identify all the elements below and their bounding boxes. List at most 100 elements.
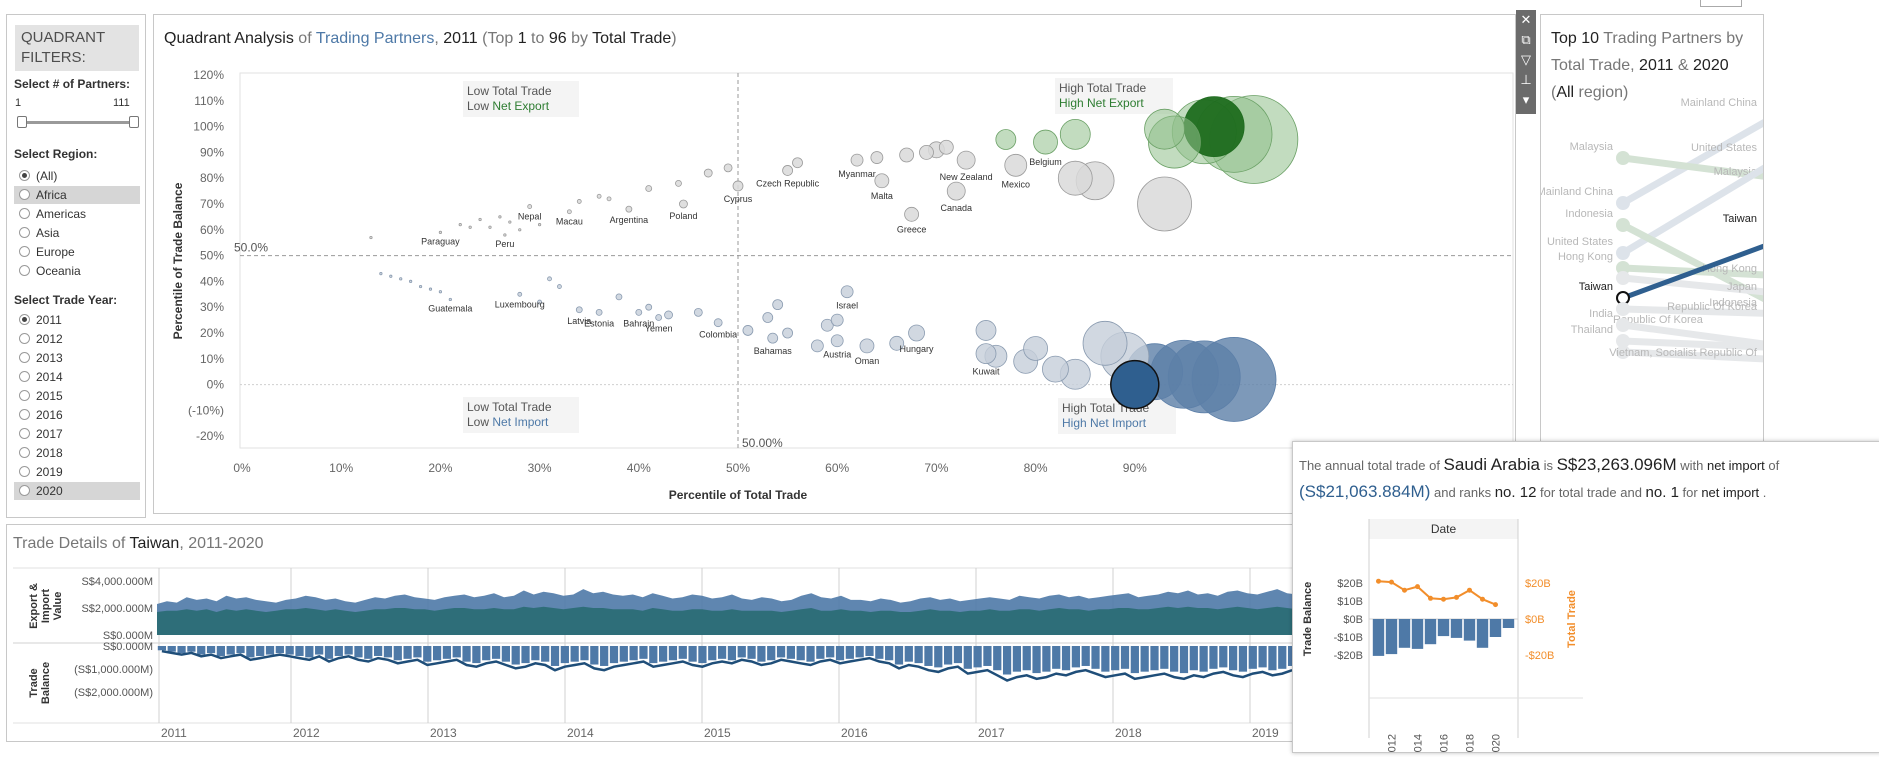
region-option[interactable]: (All) [14, 167, 140, 185]
scatter-point[interactable] [675, 179, 682, 187]
radio-button-icon[interactable] [19, 409, 30, 421]
scatter-point[interactable] [820, 318, 834, 332]
scatter-point[interactable] [448, 297, 452, 302]
scatter-point[interactable] [518, 228, 522, 232]
scatter-point[interactable] [1059, 118, 1091, 150]
chevron-down-icon[interactable]: ▾ [1522, 92, 1530, 107]
scatter-point[interactable] [596, 193, 602, 199]
radio-button-icon[interactable] [19, 390, 30, 402]
year-option[interactable]: 2014 [14, 368, 140, 386]
radio-button-icon[interactable] [19, 246, 30, 258]
scatter-point[interactable] [576, 199, 582, 204]
region-option[interactable]: Oceania [14, 262, 140, 280]
slope-line[interactable] [1619, 110, 1763, 207]
slope-line[interactable] [1619, 348, 1763, 363]
scatter-point[interactable] [810, 339, 824, 353]
partners-slider-min-handle[interactable] [17, 116, 27, 128]
radio-button-icon[interactable] [19, 352, 30, 364]
window-grip[interactable] [1700, 0, 1742, 7]
scatter-point[interactable] [679, 199, 688, 209]
scatter-point[interactable] [782, 327, 793, 339]
scatter-point[interactable] [840, 285, 854, 299]
scatter-point[interactable] [575, 306, 583, 314]
slope-line[interactable] [1619, 337, 1763, 351]
year-option[interactable]: 2019 [14, 463, 140, 481]
radio-button-icon[interactable] [19, 170, 30, 182]
year-option[interactable]: 2020 [14, 482, 140, 500]
slope-line[interactable] [1620, 238, 1763, 301]
slope-line[interactable] [1619, 305, 1763, 317]
scatter-point[interactable] [537, 223, 542, 227]
trade-details-chart[interactable]: Export & Import Value Trade Balance S$4,000.0… [7, 525, 1297, 741]
scatter-point[interactable] [995, 129, 1017, 150]
scatter-point[interactable] [428, 287, 433, 291]
scatter-point[interactable] [517, 291, 523, 297]
year-option[interactable]: 2016 [14, 406, 140, 424]
scatter-point[interactable] [1082, 320, 1128, 366]
scatter-point[interactable] [1033, 129, 1058, 155]
radio-button-icon[interactable] [19, 485, 30, 497]
scatter-point[interactable] [975, 343, 997, 365]
scatter-point[interactable] [767, 332, 779, 344]
scatter-point[interactable] [508, 220, 512, 224]
radio-button-icon[interactable] [19, 447, 30, 459]
radio-button-icon[interactable] [19, 371, 30, 383]
year-option[interactable]: 2017 [14, 425, 140, 443]
scatter-point[interactable] [1023, 336, 1048, 361]
scatter-point[interactable] [703, 168, 713, 178]
scatter-point[interactable] [946, 181, 966, 201]
scatter-point[interactable] [919, 144, 934, 160]
slope-line[interactable] [1619, 274, 1763, 296]
scatter-point[interactable] [830, 334, 844, 348]
scatter-point[interactable] [615, 293, 623, 301]
scatter-point[interactable] [732, 180, 744, 192]
scatter-point[interactable] [830, 313, 844, 327]
scatter-point[interactable] [664, 310, 673, 320]
scatter-point[interactable] [899, 147, 915, 163]
year-option[interactable]: 2012 [14, 330, 140, 348]
scatter-point[interactable] [379, 272, 383, 276]
scatter-point[interactable] [956, 150, 976, 170]
scatter-point[interactable] [438, 230, 442, 234]
radio-button-icon[interactable] [19, 466, 30, 478]
scatter-point[interactable] [547, 276, 552, 282]
scatter-point[interactable] [645, 303, 653, 311]
scatter-point[interactable] [782, 165, 793, 176]
scatter-point[interactable] [1042, 355, 1069, 383]
scatter-point[interactable] [645, 185, 653, 192]
region-option[interactable]: Asia [14, 224, 140, 242]
scatter-point[interactable] [904, 206, 919, 222]
scatter-point[interactable] [537, 299, 543, 305]
scatter-point[interactable] [369, 235, 373, 240]
scatter-point[interactable] [1144, 108, 1185, 150]
pin-icon[interactable]: ⊥ [1520, 72, 1532, 87]
radio-button-icon[interactable] [19, 333, 30, 345]
scatter-point[interactable] [1110, 359, 1160, 410]
scatter-point[interactable] [772, 299, 784, 311]
year-option[interactable]: 2013 [14, 349, 140, 367]
scatter-point[interactable] [438, 290, 442, 294]
radio-button-icon[interactable] [19, 208, 30, 220]
scatter-point[interactable] [488, 225, 492, 229]
scatter-point[interactable] [742, 325, 754, 336]
scatter-point[interactable] [635, 308, 643, 316]
scatter-point[interactable] [938, 139, 954, 155]
slope-line[interactable] [1619, 264, 1763, 279]
slope-line[interactable] [1619, 154, 1763, 180]
partners-slider-track[interactable] [21, 121, 133, 124]
scatter-point[interactable] [409, 279, 413, 283]
scatter-point[interactable] [389, 274, 393, 278]
scatter-point[interactable] [723, 163, 733, 173]
radio-button-icon[interactable] [19, 265, 30, 277]
region-option[interactable]: Americas [14, 205, 140, 223]
scatter-point[interactable] [762, 312, 774, 323]
scatter-point[interactable] [889, 335, 905, 351]
scatter-point[interactable] [606, 196, 612, 202]
scatter-point[interactable] [418, 284, 423, 289]
scatter-point[interactable] [527, 204, 533, 209]
scatter-point[interactable] [655, 314, 663, 321]
scatter-point[interactable] [503, 233, 507, 237]
radio-button-icon[interactable] [19, 227, 30, 239]
scatter-point[interactable] [498, 215, 502, 219]
